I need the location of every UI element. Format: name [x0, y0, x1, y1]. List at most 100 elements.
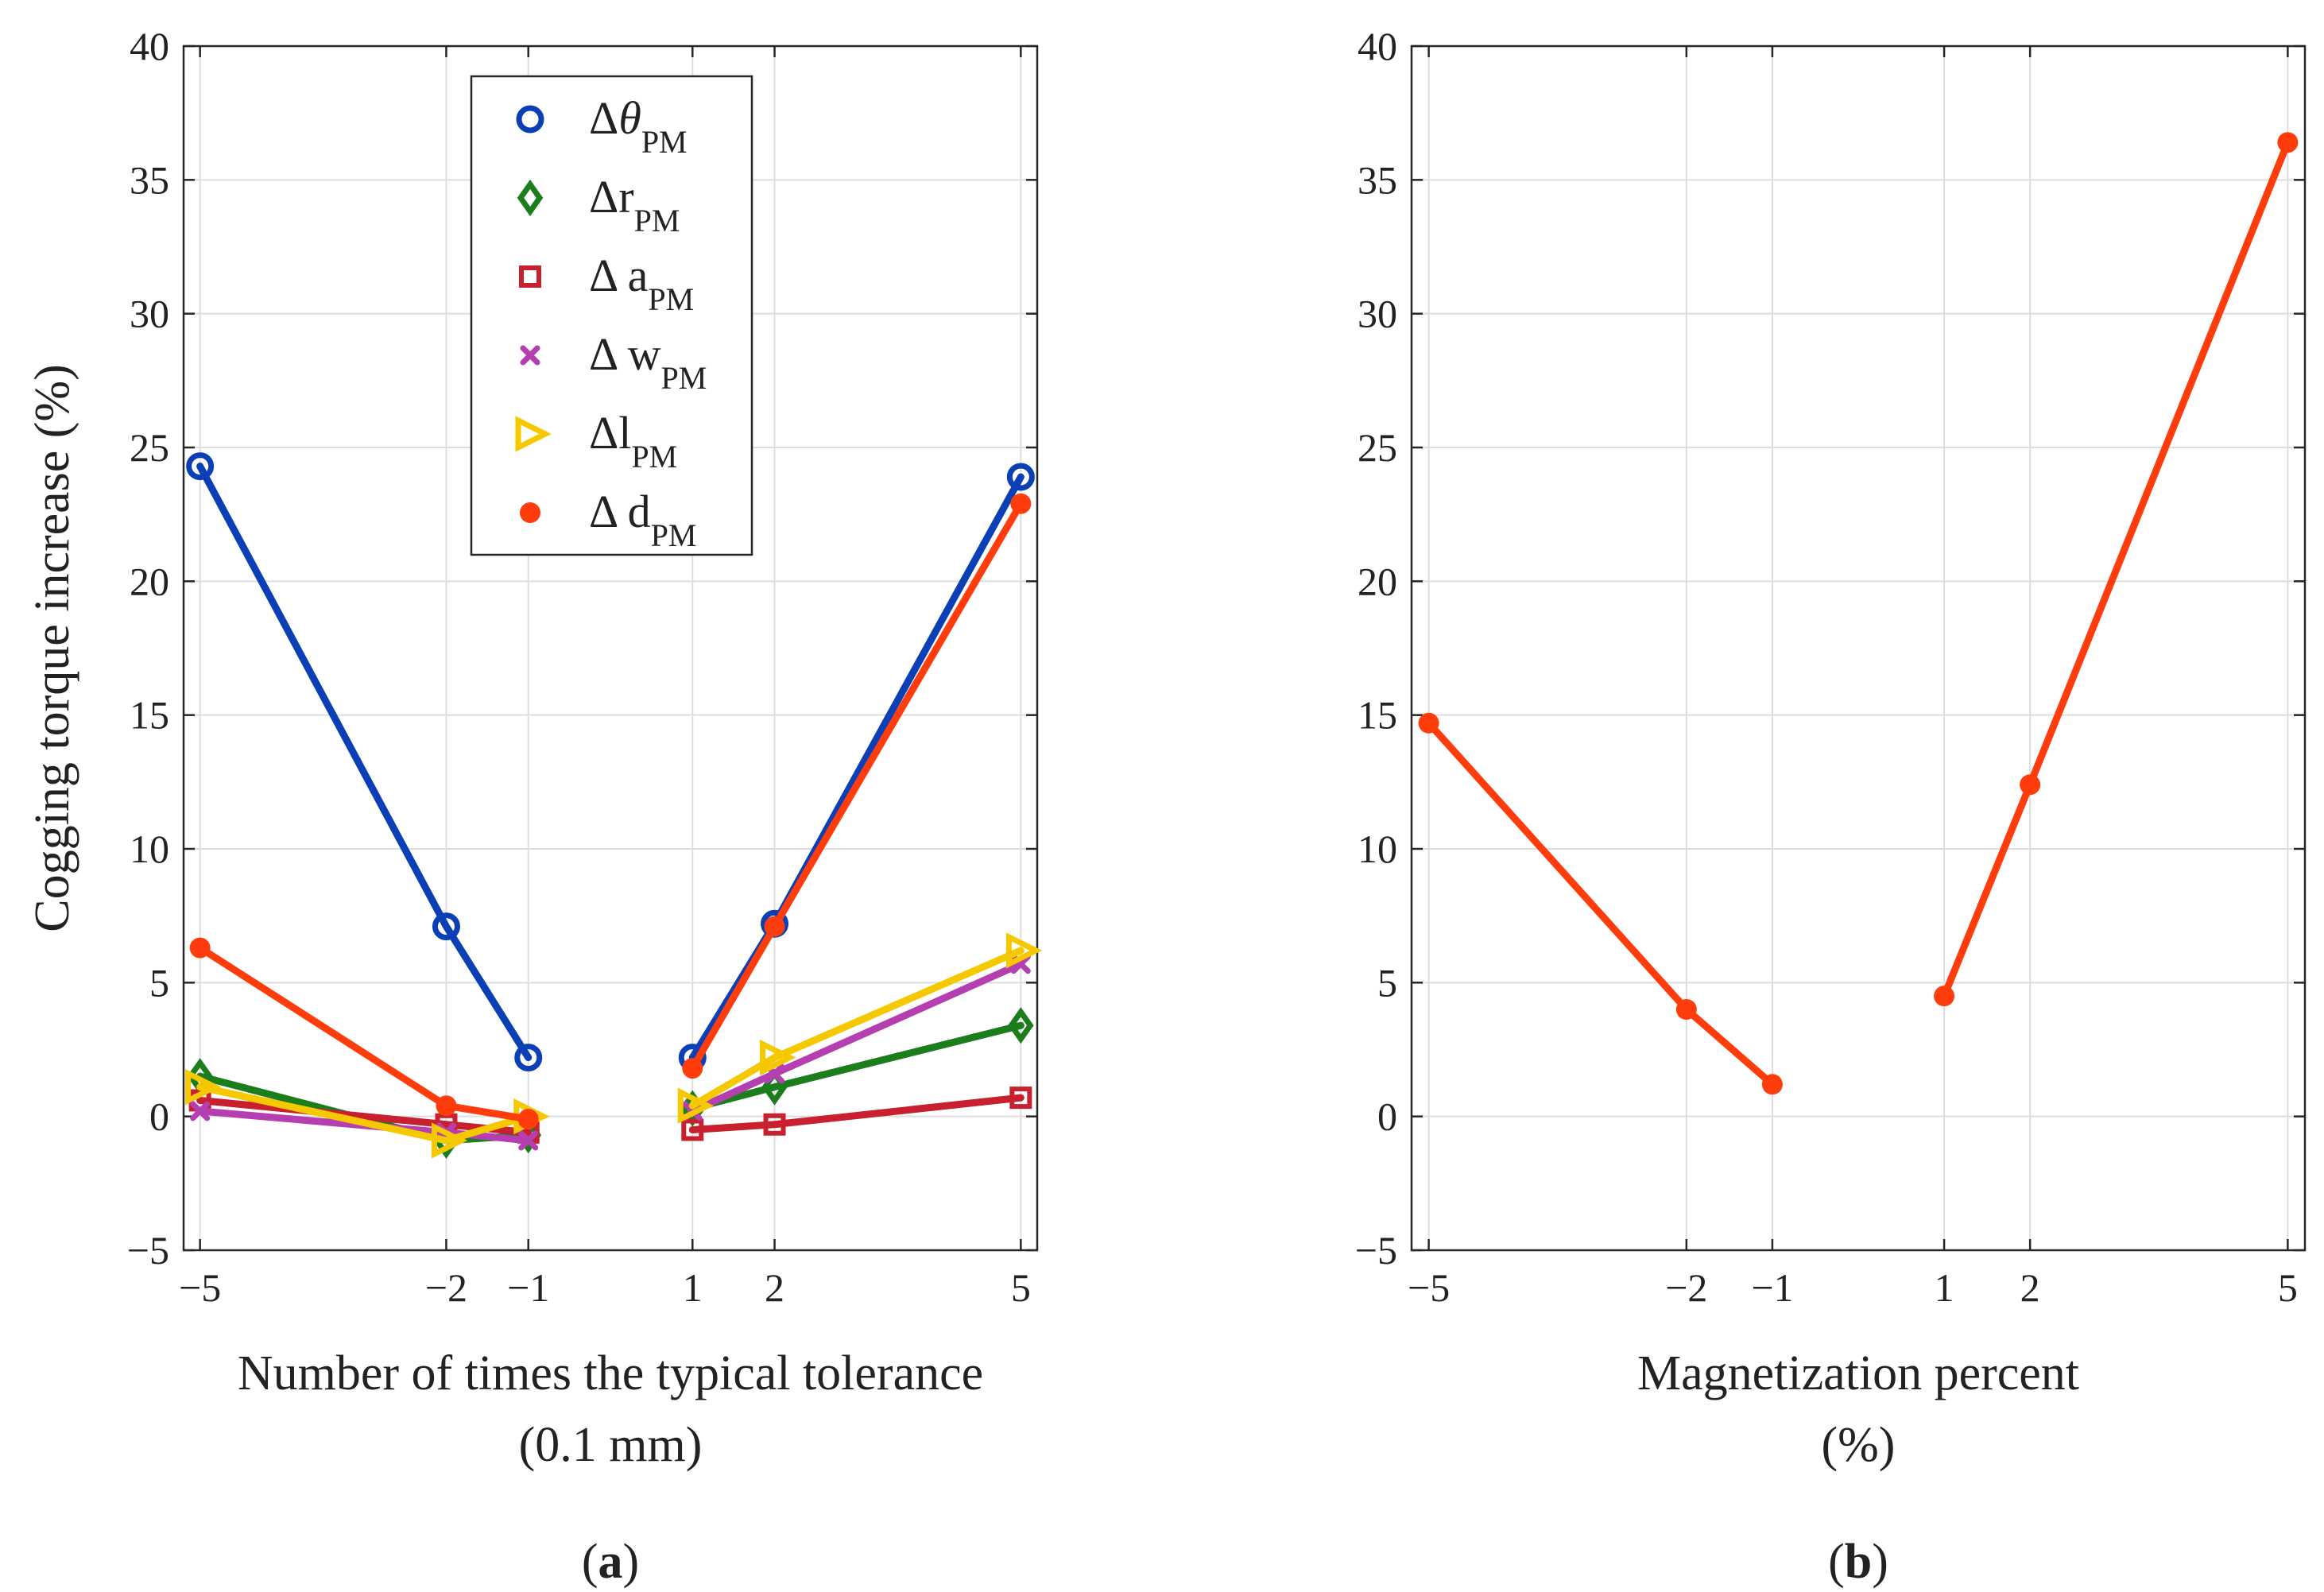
axes-box: [1410, 45, 2307, 1252]
y-tick-label: 20: [130, 559, 169, 603]
y-tick-label: 15: [1358, 693, 1397, 738]
legend-marker: [520, 345, 540, 366]
data-point: [2277, 132, 2299, 153]
y-tick-label: 0: [149, 1094, 169, 1139]
legend-marker: [515, 416, 552, 452]
legend-label-main: Δl: [589, 407, 631, 459]
y-tick-label: 20: [1358, 559, 1397, 603]
legend-marker: [517, 179, 544, 217]
axes-box: [182, 45, 1039, 1252]
legend-marker: [519, 265, 541, 288]
y-tick-label: 15: [130, 693, 169, 738]
legend-label: ΔθPM: [589, 92, 688, 160]
legend-label: Δ aPM: [589, 250, 694, 317]
y-tick-label: 35: [1358, 157, 1397, 202]
y-tick-label: 30: [1358, 292, 1397, 336]
legend-label-main: Δ w: [589, 328, 661, 380]
data-point: [682, 1058, 703, 1079]
panel-caption: (a): [582, 1535, 639, 1589]
caption-letter: b: [1845, 1535, 1872, 1589]
caption-close: ): [1872, 1535, 1888, 1589]
data-point: [190, 1101, 211, 1121]
y-tick-label: 30: [130, 292, 169, 336]
x-tick-label: 1: [683, 1265, 703, 1310]
data-point: [1005, 932, 1043, 969]
y-tick-label: 0: [1377, 1094, 1397, 1139]
caption-letter: a: [598, 1535, 623, 1589]
y-tick-label: 35: [130, 157, 169, 202]
series-5: [189, 493, 1032, 1130]
y-tick-label: 25: [130, 425, 169, 470]
data-point: [681, 1118, 704, 1141]
legend-label-theta: θ: [618, 92, 641, 144]
panel-b-chart: −5 −2 −1 1 2 5−50510152025303540Magnetization…: [1355, 24, 2307, 1589]
x-axis-label-units: (%): [1822, 1418, 1896, 1472]
x-tick-label: −5: [179, 1265, 221, 1310]
caption-open: (: [1828, 1535, 1845, 1589]
legend-label-main: Δ a: [589, 250, 648, 301]
legend-label: Δ dPM: [589, 486, 696, 553]
data-point: [186, 452, 215, 481]
y-tick-label: 40: [130, 24, 169, 68]
legend-label-main: Δ d: [589, 486, 651, 537]
series-line-positive: [688, 947, 1024, 1110]
data-point: [677, 1087, 715, 1124]
legend-label: ΔrPM: [589, 171, 680, 238]
x-tick-label: −5: [1408, 1265, 1450, 1310]
data-point: [1761, 1074, 1783, 1095]
y-tick-label: 25: [1358, 425, 1397, 470]
legend-box: [470, 75, 753, 556]
y-axis-label: Cogging torque increase (%): [25, 364, 79, 932]
legend-label-main: Δr: [589, 171, 634, 223]
y-tick-label: −5: [1355, 1228, 1397, 1272]
x-tick-label: −2: [425, 1265, 467, 1310]
legend-label-sub: PM: [660, 360, 707, 396]
series-line-negative: [196, 1083, 533, 1145]
data-point: [517, 1109, 539, 1130]
data-point: [1934, 986, 1955, 1007]
plot-area: [1412, 46, 2305, 1250]
data-point: [514, 1044, 543, 1072]
legend-label-sub: PM: [641, 124, 688, 160]
data-point: [431, 1122, 468, 1159]
y-tick-label: −5: [127, 1228, 169, 1272]
data-point: [763, 1113, 786, 1136]
x-tick-label: −1: [1751, 1265, 1793, 1310]
y-tick-label: 5: [1377, 960, 1397, 1005]
x-tick-label: 5: [2278, 1265, 2298, 1310]
data-point: [1009, 1087, 1032, 1110]
x-tick-label: 5: [1011, 1265, 1031, 1310]
panel-caption: (b): [1828, 1535, 1888, 1589]
x-tick-label: 1: [1935, 1265, 1954, 1310]
data-point: [518, 1130, 539, 1151]
x-tick-label: 2: [765, 1265, 784, 1310]
data-point: [1008, 1007, 1034, 1044]
x-tick-label: −2: [1665, 1265, 1707, 1310]
data-point: [1006, 463, 1035, 491]
data-point: [2020, 774, 2041, 796]
x-tick-label: 2: [2020, 1265, 2040, 1310]
legend-label: ΔlPM: [589, 407, 677, 475]
data-point: [764, 916, 785, 937]
y-tick-label: 10: [130, 827, 169, 871]
data-point: [185, 1068, 222, 1106]
legend-label-main: Δ: [589, 92, 618, 144]
data-point: [1010, 493, 1032, 514]
x-axis-label-units: (0.1 mm): [519, 1418, 703, 1472]
data-point: [189, 937, 211, 959]
data-point: [436, 1095, 457, 1117]
data-point: [1675, 999, 1697, 1020]
y-tick-label: 40: [1358, 24, 1397, 68]
legend-label-sub: PM: [634, 203, 680, 238]
y-tick-label: 10: [1358, 827, 1397, 871]
series-line-negative: [196, 463, 533, 1062]
x-tick-label: −1: [507, 1265, 549, 1310]
legend-label-sub: PM: [648, 281, 694, 317]
data-point: [1418, 712, 1439, 734]
series-0: [1418, 132, 2299, 1095]
y-tick-label: 5: [149, 960, 169, 1005]
data-point: [432, 912, 460, 941]
